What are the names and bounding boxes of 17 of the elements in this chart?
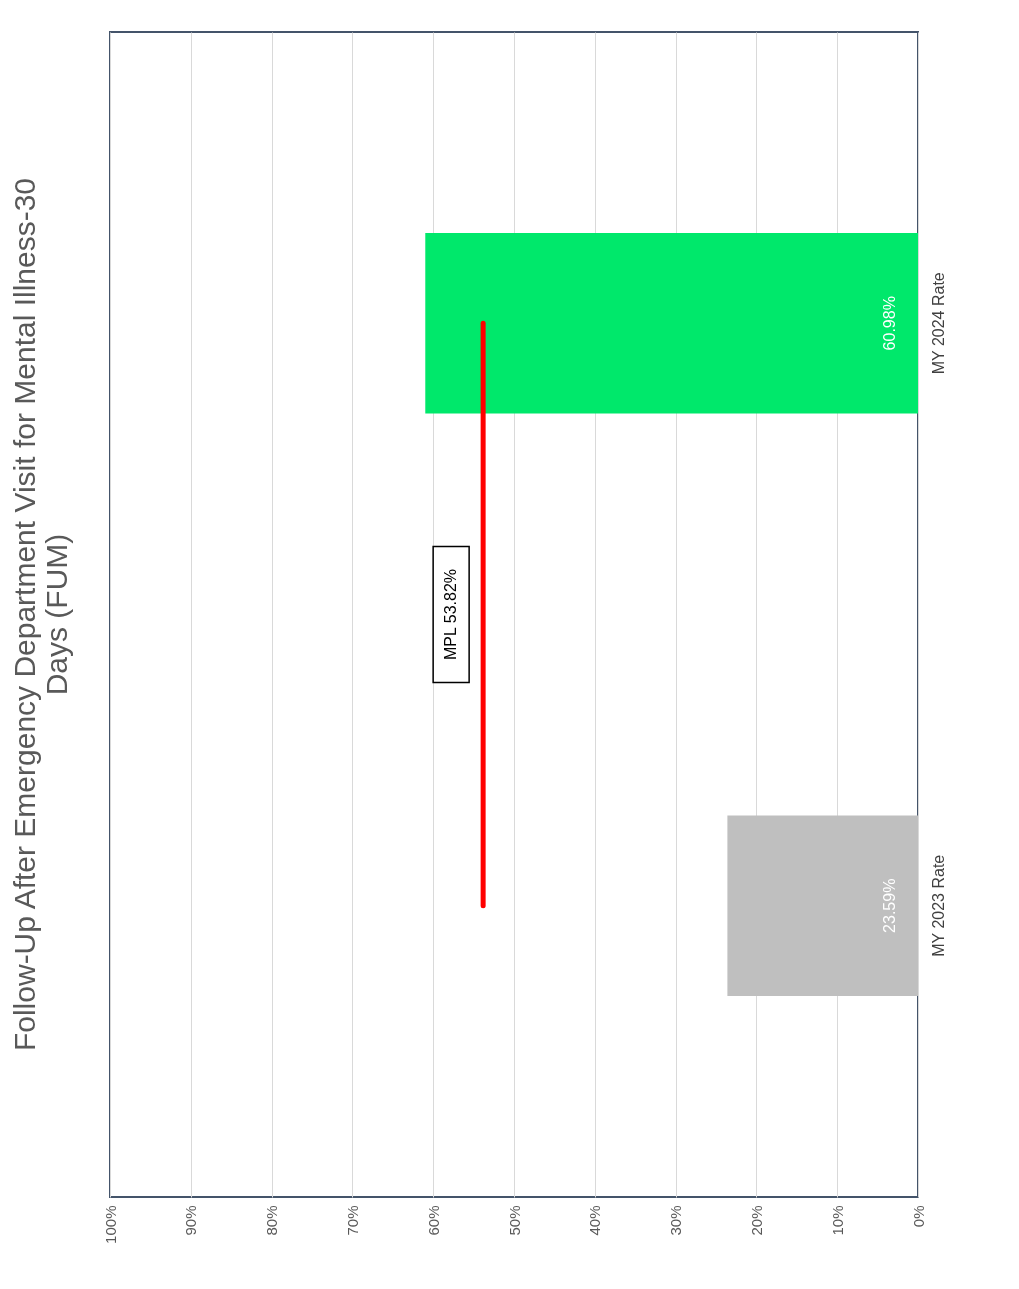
text: Follow-Up After Emergency Department Visit for Mental Illness-30 Days (FUM) <box>8 177 73 1052</box>
y-tick-label: MY 2023 Rate <box>929 854 947 957</box>
x-tick-label: 60% <box>424 1205 442 1236</box>
x-tick-label: 40% <box>586 1205 604 1236</box>
x-tick-label: 0% <box>909 1205 927 1228</box>
data-label: 23.59% <box>881 878 898 933</box>
x-tick-label: 10% <box>828 1205 846 1236</box>
x-tick-label: 20% <box>747 1205 765 1236</box>
y-tick-label: MY 2024 Rate <box>929 272 947 375</box>
ref-line-label: MPL 53.82% <box>442 568 460 661</box>
x-tick-label: 90% <box>182 1205 200 1236</box>
x-tick-label: 50% <box>505 1205 523 1236</box>
data-label: 60.98% <box>881 296 898 351</box>
x-tick-label: 100% <box>101 1205 119 1244</box>
x-tick-label: 70% <box>343 1205 361 1236</box>
x-tick-label: 30% <box>667 1205 685 1236</box>
x-tick-label: 80% <box>263 1205 281 1236</box>
